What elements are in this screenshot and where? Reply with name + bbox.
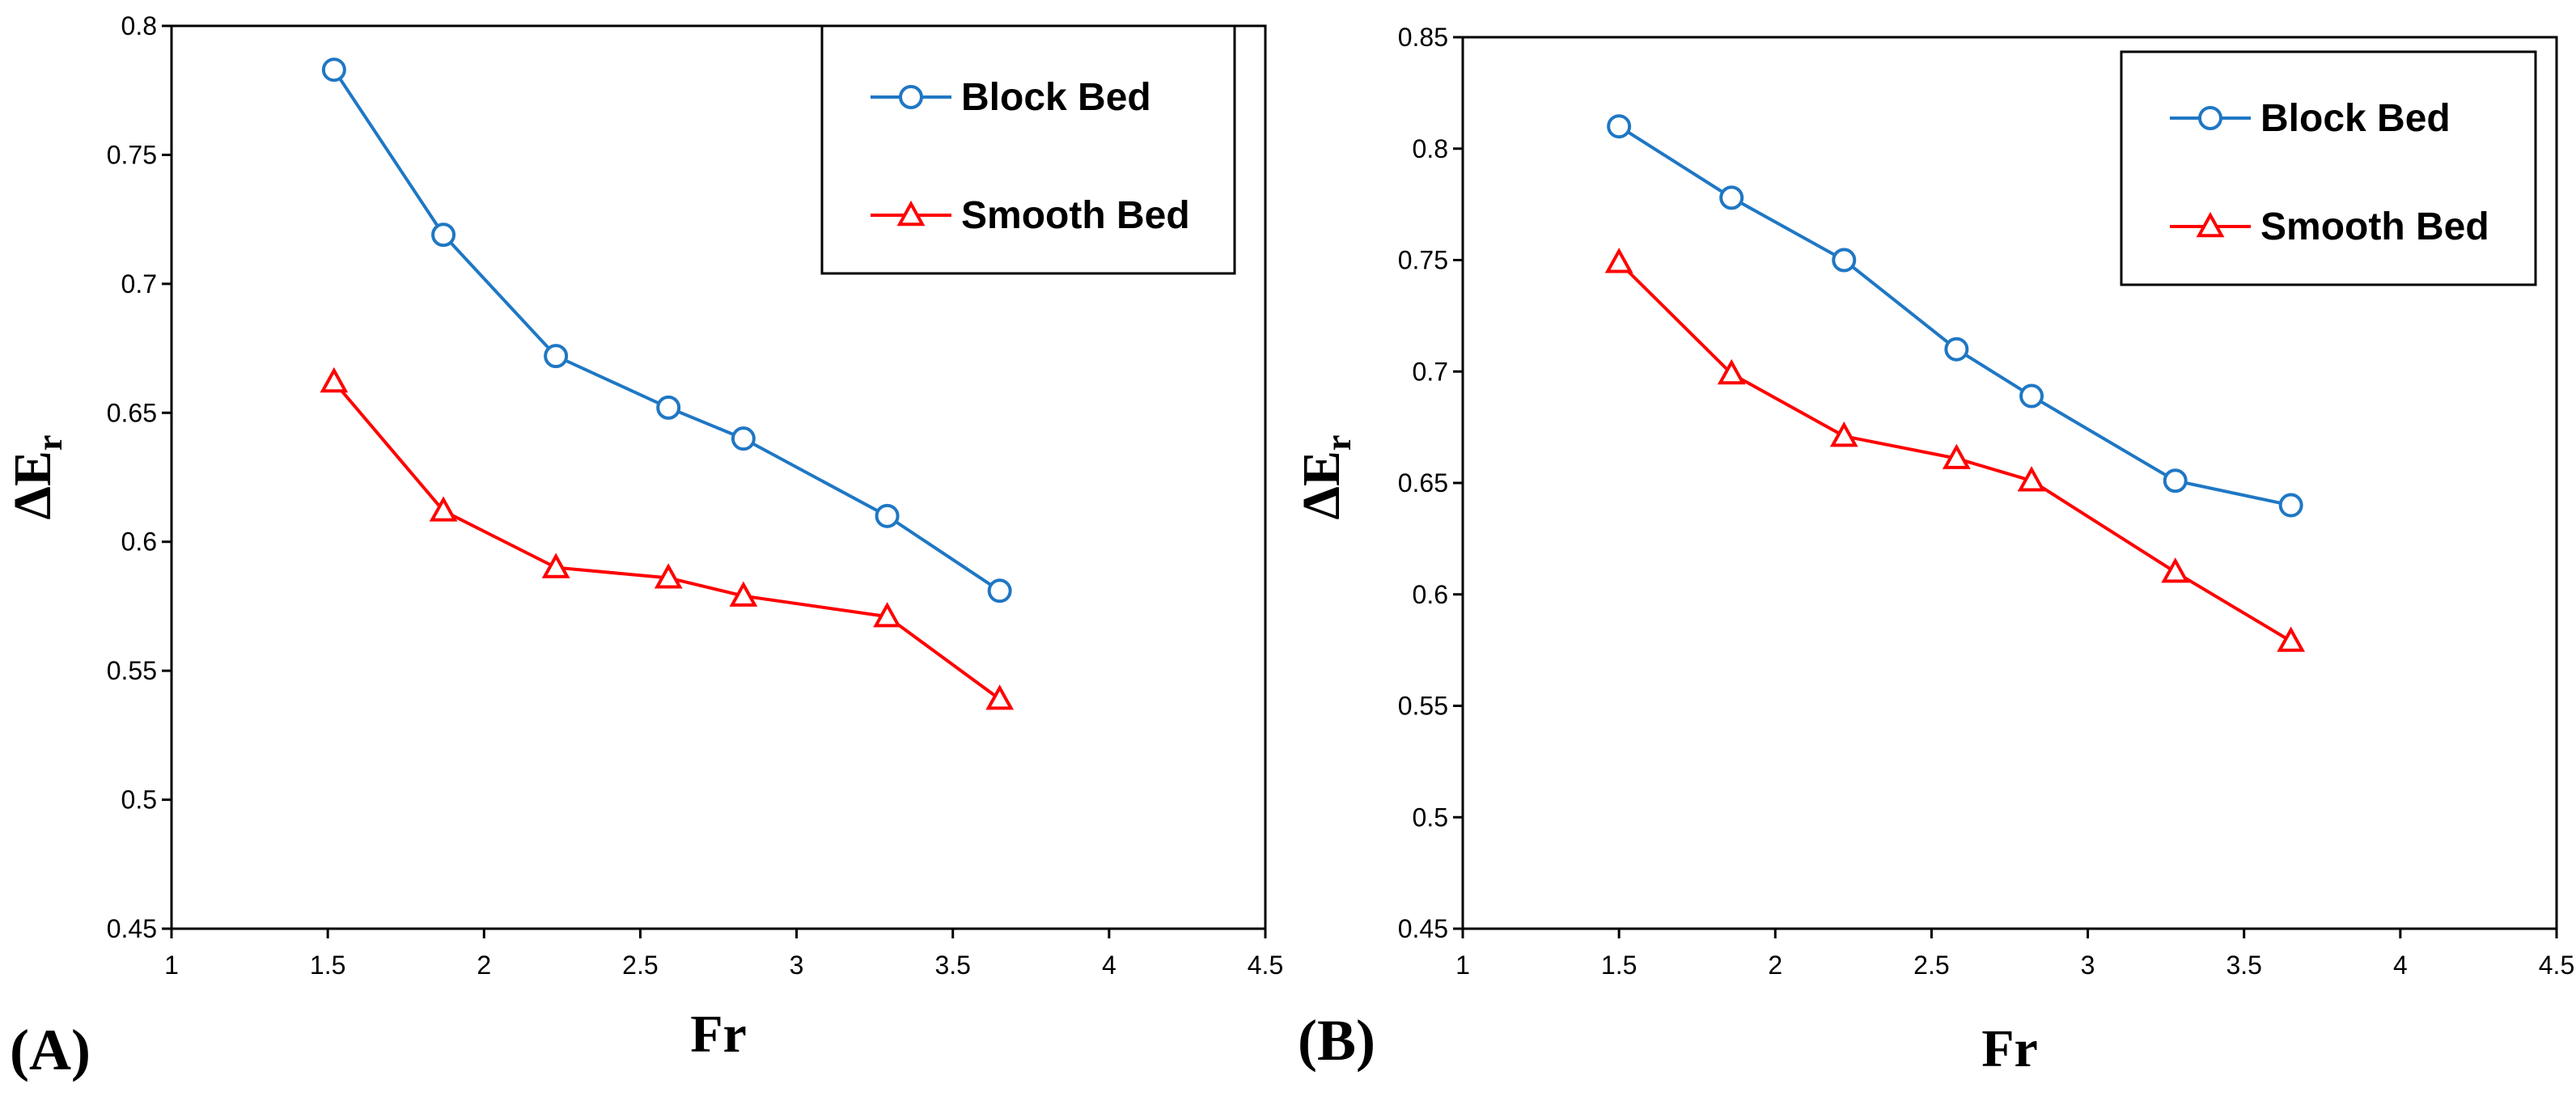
legend-label-smooth-bed: Smooth Bed [961,194,1190,237]
chart-panel-a: 0.45 0.5 0.55 0.6 0.65 0.7 0.75 0.8 1 1.5 2 2.5 3 3.5… [3,11,1283,1082]
data-point-smooth-bed [654,563,683,589]
legend-marker-smooth-bed [896,200,926,227]
x-tick-label: 1.5 [1601,951,1637,980]
y-tick-label: 0.5 [121,786,157,815]
y-tick-label: 0.5 [1413,802,1448,832]
y-tick-label: 0.75 [107,140,157,169]
data-point-smooth-bed [1717,358,1746,385]
x-tick-label: 3.5 [934,951,970,980]
x-tick-label: 4.5 [2539,951,2574,980]
data-point-block-bed [544,344,569,369]
y-axis-title: ΔEr [3,435,70,520]
x-tick-label: 1 [164,951,179,980]
legend: Block Bed Smooth Bed [2120,50,2537,286]
y-axis-title: ΔEr [1292,435,1358,520]
data-point-block-bed [2019,383,2044,409]
y-tick-label: 0.65 [107,398,157,427]
data-point-block-bed [431,222,456,248]
data-point-block-bed [1719,185,1744,210]
x-tick-label: 3 [790,951,804,980]
x-axis-title: Fr [1981,1019,2038,1078]
y-tick-label: 0.8 [1413,134,1448,163]
legend: Block Bed Smooth Bed [820,24,1236,275]
data-point-smooth-bed [320,366,349,393]
x-tick-label: 3.5 [2226,951,2261,980]
y-tick-label: 0.85 [1398,23,1448,52]
data-point-block-bed [656,395,681,420]
y-tick-label: 0.8 [121,11,157,40]
y-axis-title-subscript: r [1319,435,1358,451]
data-point-smooth-bed [985,684,1015,710]
x-tick-label: 4 [2393,951,2408,980]
series-line-smooth-bed [333,380,1001,701]
data-point-smooth-bed [1829,421,1858,447]
data-point-block-bed [2278,493,2303,518]
data-point-smooth-bed [541,553,570,578]
series-smooth-bed [320,366,1015,710]
y-tick-label: 0.45 [107,914,157,943]
data-point-block-bed [987,578,1012,603]
data-point-block-bed [1832,248,1857,273]
x-tick-label: 4.5 [1248,951,1283,980]
y-axis-title-main: ΔE [3,451,62,519]
legend-label-block-bed: Block Bed [2260,97,2451,140]
series-block-bed [1607,114,2303,518]
chart-panel-b: 0.45 0.5 0.55 0.6 0.65 0.7 0.75 0.8 0.85 1 1.5 2 2.5… [1292,23,2574,1078]
data-point-smooth-bed [729,581,758,607]
y-tick-label: 0.75 [1398,246,1448,275]
y-axis-title-subscript: r [30,435,70,451]
panel-label: (B) [1298,1008,1375,1073]
data-point-block-bed [731,426,756,451]
data-point-block-bed [1944,337,1969,362]
data-point-smooth-bed [2017,466,2046,492]
data-point-block-bed [321,57,346,83]
y-tick-label: 0.55 [1398,692,1448,721]
y-tick-label: 0.7 [1413,357,1448,386]
data-point-block-bed [875,503,900,528]
legend-label-smooth-bed: Smooth Bed [2260,205,2489,248]
series-block-bed [321,57,1012,603]
y-tick-label: 0.55 [107,656,157,685]
legend-marker-block-bed [899,85,923,109]
data-point-smooth-bed [429,496,458,522]
x-tick-label: 2 [1768,951,1782,980]
legend-frame [2120,50,2537,286]
data-point-smooth-bed [1604,248,1633,273]
data-point-smooth-bed [2161,557,2190,583]
legend-marker-smooth-bed [2196,211,2225,238]
data-point-block-bed [1607,114,1632,139]
legend-marker-block-bed [2198,106,2222,130]
x-tick-label: 2.5 [1913,951,1949,980]
x-tick-label: 1.5 [310,951,345,980]
y-tick-label: 0.6 [1413,580,1448,609]
y-tick-label: 0.65 [1398,468,1448,498]
y-axis-title-main: ΔE [1292,451,1351,519]
x-tick-label: 2.5 [622,951,658,980]
y-tick-label: 0.45 [1398,914,1448,943]
legend-frame [820,24,1236,275]
data-point-smooth-bed [873,602,901,628]
panel-label: (A) [10,1018,91,1082]
x-tick-label: 1 [1455,951,1470,980]
x-axis-title: Fr [690,1005,747,1064]
data-point-smooth-bed [1942,443,1971,469]
legend-label-block-bed: Block Bed [961,76,1151,119]
y-tick-label: 0.7 [121,269,157,299]
plot-area-frame [170,24,1267,930]
data-point-block-bed [2163,468,2188,493]
x-tick-label: 4 [1102,951,1116,980]
y-tick-label: 0.6 [121,527,157,557]
x-tick-label: 2 [477,951,491,980]
x-tick-label: 3 [2081,951,2095,980]
series-smooth-bed [1604,248,2306,652]
data-point-smooth-bed [2277,626,2306,652]
